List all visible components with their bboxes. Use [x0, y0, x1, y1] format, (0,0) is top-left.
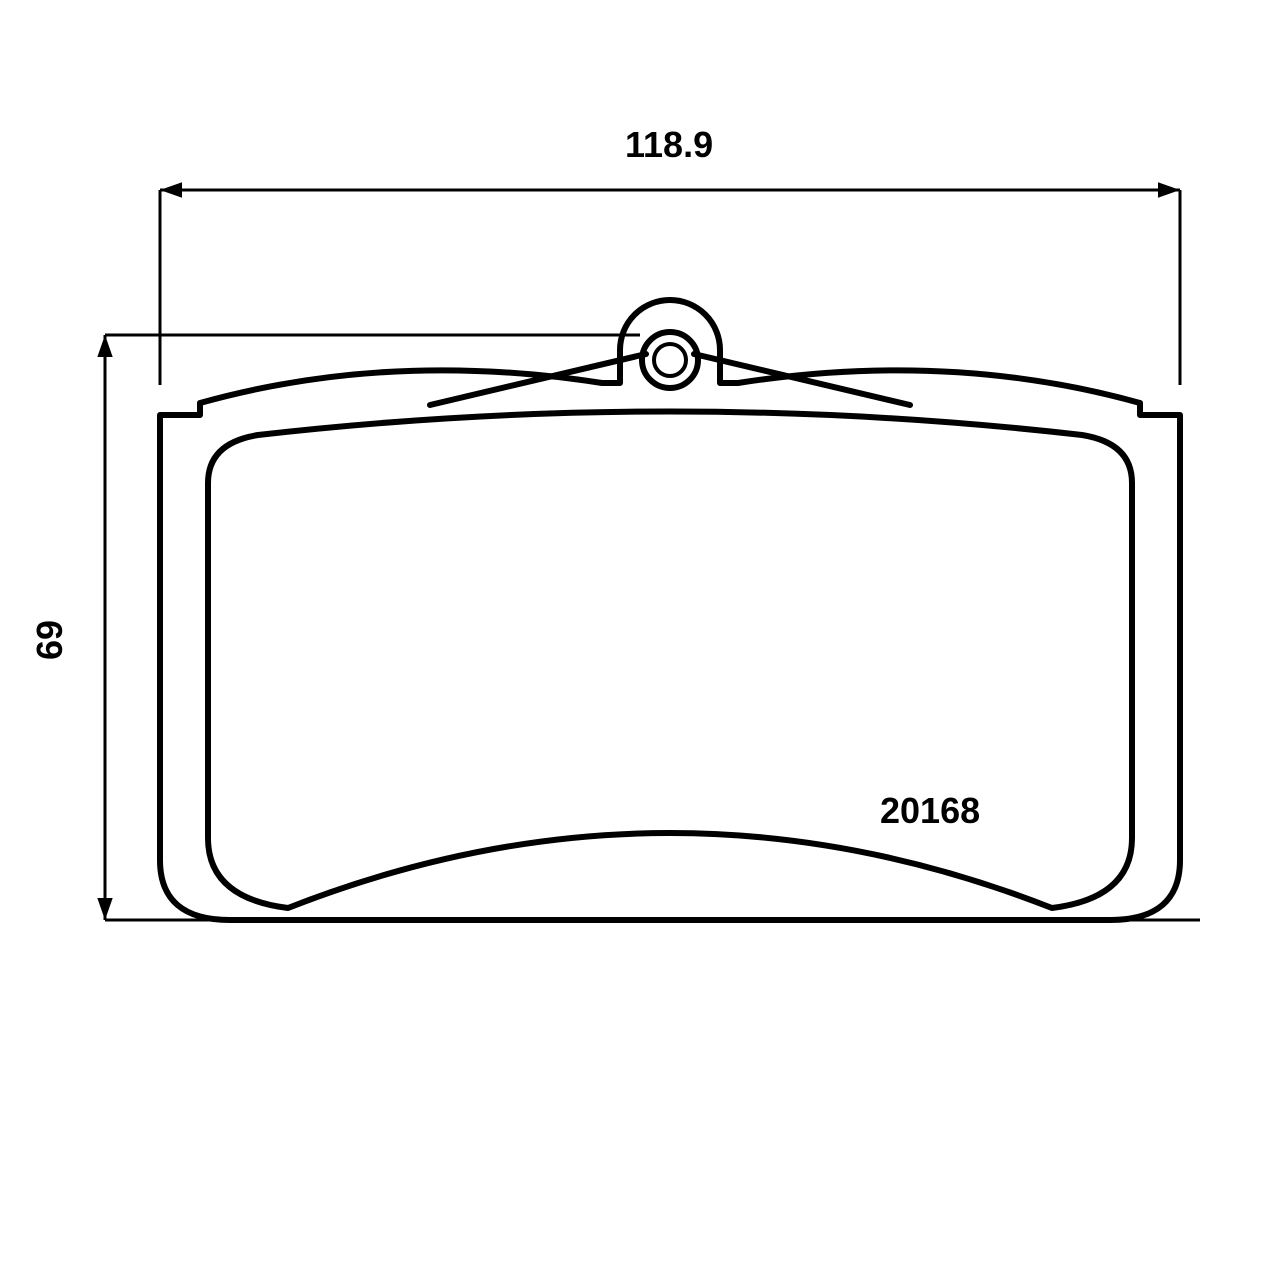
height-dimension-label: 69 [29, 620, 71, 660]
width-dimension-label: 118.9 [625, 124, 713, 166]
drawing-svg [0, 0, 1275, 1275]
part-number-label: 20168 [880, 790, 980, 832]
drawing-canvas: 118.9 69 20168 [0, 0, 1275, 1275]
